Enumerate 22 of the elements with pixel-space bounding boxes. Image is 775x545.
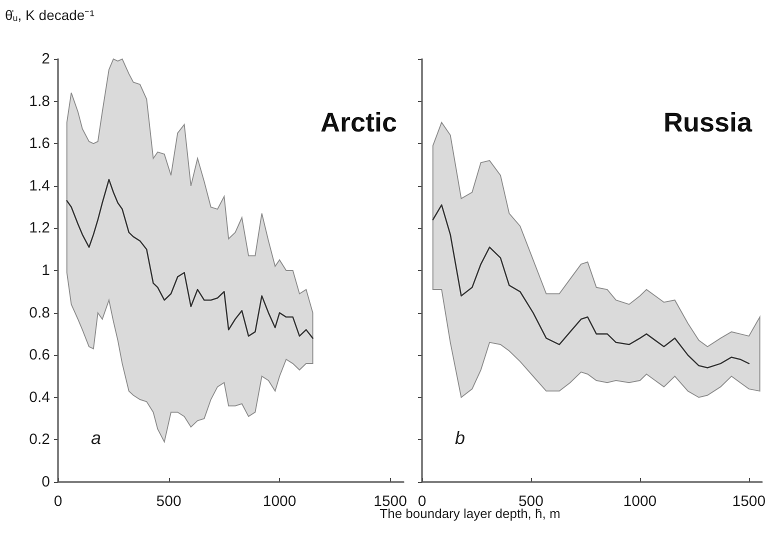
y-tick-label: 0.8 [29,304,50,322]
line-series [66,178,314,339]
y-tick-label: 1.8 [29,92,50,110]
annotation: Russia [663,108,753,138]
annotation: Arctic [320,108,397,138]
annotation: b [455,428,466,448]
x-tick-label: 500 [156,493,182,510]
y-tick-label: 0.4 [29,388,50,406]
y-tick-label: 1.6 [29,135,50,152]
y-axis-title: θ̇u, K decade⁻¹ [5,7,95,23]
y-tick-label: 0.6 [29,346,50,364]
annotation: a [91,428,102,448]
x-tick-label: 1500 [732,493,766,510]
y-tick-label: 1 [42,262,50,279]
x-tick-label: 0 [54,493,62,510]
y-tick-label: 0 [42,474,50,490]
y-tick-label: 0.2 [29,431,50,448]
y-tick-label: 1.4 [29,177,50,194]
y-tick-label: 2 [42,50,50,68]
x-tick-label: 1000 [623,493,657,510]
y-tick-label: 1.2 [29,220,50,237]
x-tick-label: 1000 [262,493,296,510]
